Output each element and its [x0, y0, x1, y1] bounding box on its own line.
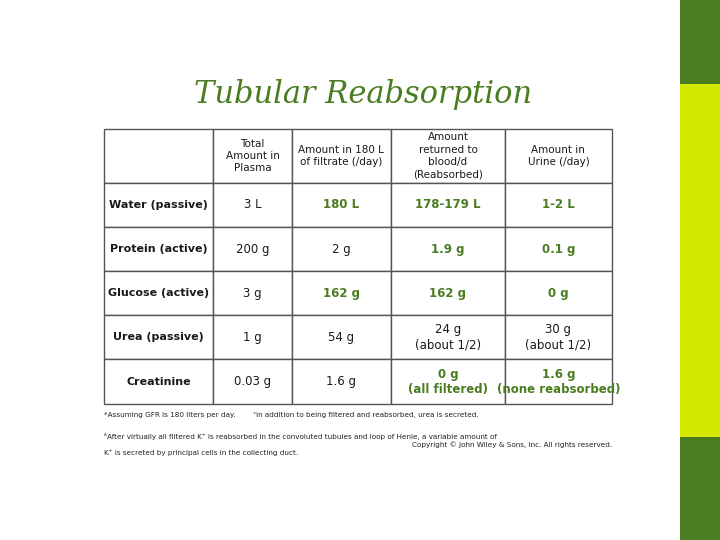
Text: 3 g: 3 g [243, 287, 262, 300]
Bar [104, 183, 213, 227]
Text: 180 L: 180 L [323, 198, 359, 211]
Text: 178-179 L: 178-179 L [415, 198, 481, 211]
Bar [292, 227, 391, 271]
Bar [104, 271, 213, 315]
Text: 162 g: 162 g [323, 287, 360, 300]
Text: Amount in 180 L
of filtrate (/day): Amount in 180 L of filtrate (/day) [298, 145, 384, 167]
Text: ᶞAfter virtually all filtered K⁺ is reabsorbed in the convoluted tubules and loo: ᶞAfter virtually all filtered K⁺ is reab… [104, 433, 497, 440]
Text: Creatinine: Creatinine [126, 376, 191, 387]
Text: 1.6 g
(none reabsorbed): 1.6 g (none reabsorbed) [497, 368, 620, 396]
Bar [292, 183, 391, 227]
Text: 200 g: 200 g [235, 242, 269, 255]
Bar [391, 315, 505, 360]
Text: 54 g: 54 g [328, 331, 354, 344]
Text: 2 g: 2 g [332, 242, 351, 255]
Text: Protein (active): Protein (active) [109, 244, 207, 254]
Text: 0.03 g: 0.03 g [234, 375, 271, 388]
Text: Amount in
Urine (/day): Amount in Urine (/day) [528, 145, 589, 167]
Text: 162 g: 162 g [429, 287, 467, 300]
Bar [391, 360, 505, 404]
Text: Water (passive): Water (passive) [109, 200, 208, 210]
Bar [104, 129, 213, 183]
Bar [391, 271, 505, 315]
Bar [104, 315, 213, 360]
Text: 1.9 g: 1.9 g [431, 242, 464, 255]
Text: 24 g
(about 1/2): 24 g (about 1/2) [415, 323, 481, 352]
Bar [505, 227, 612, 271]
Text: Glucose (active): Glucose (active) [108, 288, 209, 298]
Bar [391, 183, 505, 227]
Bar [213, 271, 292, 315]
Bar [213, 315, 292, 360]
Bar [213, 360, 292, 404]
Bar [292, 129, 391, 183]
Bar [213, 227, 292, 271]
Text: 3 L: 3 L [243, 198, 261, 211]
Bar [104, 227, 213, 271]
Text: 30 g
(about 1/2): 30 g (about 1/2) [526, 323, 591, 352]
Text: Tubular Reabsorption: Tubular Reabsorption [194, 79, 533, 110]
Bar [505, 183, 612, 227]
Bar [292, 315, 391, 360]
Text: K⁺ is secreted by principal cells in the collecting duct.: K⁺ is secreted by principal cells in the… [104, 449, 298, 456]
Text: Urea (passive): Urea (passive) [113, 333, 204, 342]
Text: Total
Amount in
Plasma: Total Amount in Plasma [225, 139, 279, 173]
Text: 0 g: 0 g [548, 287, 569, 300]
Text: 1.6 g: 1.6 g [326, 375, 356, 388]
Text: Copyright © John Wiley & Sons, Inc. All rights reserved.: Copyright © John Wiley & Sons, Inc. All … [412, 441, 612, 448]
Bar [505, 360, 612, 404]
Text: 0 g
(all filtered): 0 g (all filtered) [408, 368, 488, 396]
Bar [391, 129, 505, 183]
Text: 0.1 g: 0.1 g [541, 242, 575, 255]
Bar [391, 227, 505, 271]
Bar [505, 129, 612, 183]
Bar [505, 271, 612, 315]
Text: 1-2 L: 1-2 L [542, 198, 575, 211]
Bar [213, 129, 292, 183]
Bar [505, 315, 612, 360]
Bar [213, 183, 292, 227]
Bar [292, 271, 391, 315]
Bar [292, 360, 391, 404]
Text: *Assuming GFR is 180 liters per day.        ᶜin addition to being filtered and r: *Assuming GFR is 180 liters per day. ᶜin… [104, 412, 479, 418]
Text: Amount
returned to
blood/d
(Reabsorbed): Amount returned to blood/d (Reabsorbed) [413, 132, 483, 180]
Bar [104, 360, 213, 404]
Text: 1 g: 1 g [243, 331, 262, 344]
